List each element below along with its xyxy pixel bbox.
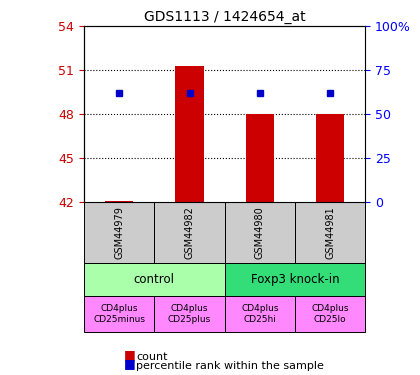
Bar bbox=[225, 296, 295, 332]
Bar bbox=[84, 263, 225, 296]
Bar bbox=[295, 202, 365, 263]
Bar bbox=[176, 66, 204, 203]
Text: control: control bbox=[134, 273, 175, 286]
Bar bbox=[155, 296, 225, 332]
Text: count: count bbox=[136, 352, 168, 362]
Text: Foxp3 knock-in: Foxp3 knock-in bbox=[251, 273, 339, 286]
Text: CD4plus
CD25minus: CD4plus CD25minus bbox=[93, 304, 145, 324]
Bar bbox=[225, 263, 365, 296]
Text: ■: ■ bbox=[124, 357, 136, 370]
Title: GDS1113 / 1424654_at: GDS1113 / 1424654_at bbox=[144, 10, 305, 24]
Text: CD4plus
CD25plus: CD4plus CD25plus bbox=[168, 304, 211, 324]
Bar bbox=[225, 202, 295, 263]
Text: ■: ■ bbox=[124, 348, 136, 361]
Text: CD4plus
CD25lo: CD4plus CD25lo bbox=[312, 304, 349, 324]
Text: percentile rank within the sample: percentile rank within the sample bbox=[136, 361, 324, 371]
Text: GSM44979: GSM44979 bbox=[114, 206, 124, 259]
Bar bbox=[246, 114, 274, 202]
Text: GSM44982: GSM44982 bbox=[184, 206, 194, 259]
Bar bbox=[316, 114, 344, 202]
Text: GSM44981: GSM44981 bbox=[325, 206, 335, 259]
Bar bbox=[295, 296, 365, 332]
Text: CD4plus
CD25hi: CD4plus CD25hi bbox=[241, 304, 278, 324]
Bar bbox=[84, 296, 155, 332]
Text: GSM44980: GSM44980 bbox=[255, 206, 265, 259]
Bar bbox=[155, 202, 225, 263]
Bar bbox=[105, 201, 133, 202]
Bar bbox=[84, 202, 155, 263]
